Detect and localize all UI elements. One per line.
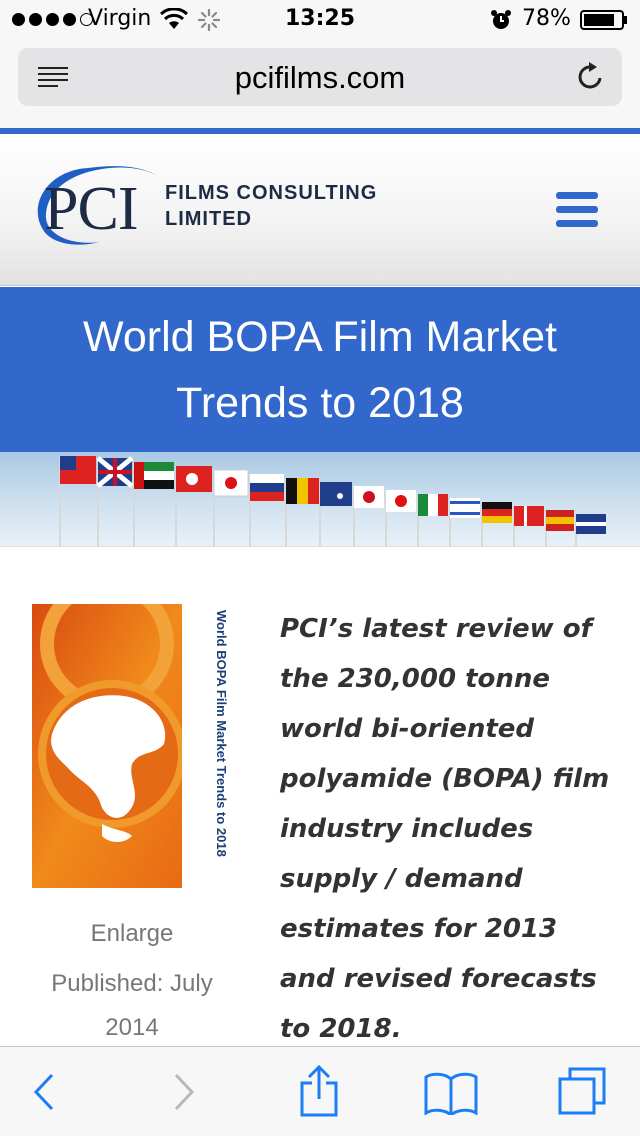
url-text[interactable]: pcifilms.com	[234, 60, 406, 95]
browser-toolbar	[0, 1046, 640, 1136]
carrier-name: Virgin	[88, 6, 152, 31]
forward-icon[interactable]	[170, 1071, 198, 1113]
report-cover-title: World BOPA Film Market Trends to 2018	[214, 610, 229, 857]
logo-pci-text: PCI	[44, 175, 138, 243]
site-logo[interactable]: PCI FILMS CONSULTING LIMITED	[30, 162, 390, 252]
published-date: Published: July 2014	[51, 970, 213, 1041]
back-icon[interactable]	[30, 1071, 58, 1113]
logo-swoosh-icon	[37, 166, 159, 245]
activity-spinner-icon	[198, 9, 220, 31]
wifi-icon	[160, 8, 188, 29]
logo-company-line1: FILMS CONSULTING	[165, 182, 378, 204]
page-title-banner: World BOPA Film Market Trends to 2018	[0, 287, 640, 452]
hamburger-menu-icon[interactable]	[556, 192, 598, 228]
bookmarks-icon[interactable]	[424, 1071, 478, 1115]
report-cover-art	[32, 604, 182, 888]
alarm-icon	[491, 10, 511, 29]
flags-banner-image	[0, 452, 640, 547]
battery-icon	[580, 10, 627, 30]
report-intro-text: PCI’s latest review of the 230,000 tonne…	[280, 614, 610, 1044]
site-header: PCI FILMS CONSULTING LIMITED	[0, 134, 640, 286]
tabs-icon[interactable]	[556, 1067, 608, 1117]
status-bar: Virgin 13:25 78%	[0, 0, 640, 40]
clock: 13:25	[284, 6, 356, 31]
browser-address-bar-area: pcifilms.com	[0, 40, 640, 128]
battery-percentage: 78%	[522, 6, 571, 31]
page-title: World BOPA Film Market Trends to 2018	[83, 312, 557, 427]
report-cover-image[interactable]: World BOPA Film Market Trends to 2018	[32, 604, 230, 888]
share-icon[interactable]	[298, 1065, 340, 1117]
reload-icon[interactable]	[576, 62, 606, 92]
enlarge-link[interactable]: Enlarge	[90, 920, 174, 947]
header-accent-rule	[0, 128, 640, 134]
logo-company-line2: LIMITED	[165, 208, 252, 230]
address-bar[interactable]: pcifilms.com	[18, 48, 622, 106]
signal-strength-icon	[12, 13, 93, 26]
reader-icon[interactable]	[38, 66, 68, 88]
